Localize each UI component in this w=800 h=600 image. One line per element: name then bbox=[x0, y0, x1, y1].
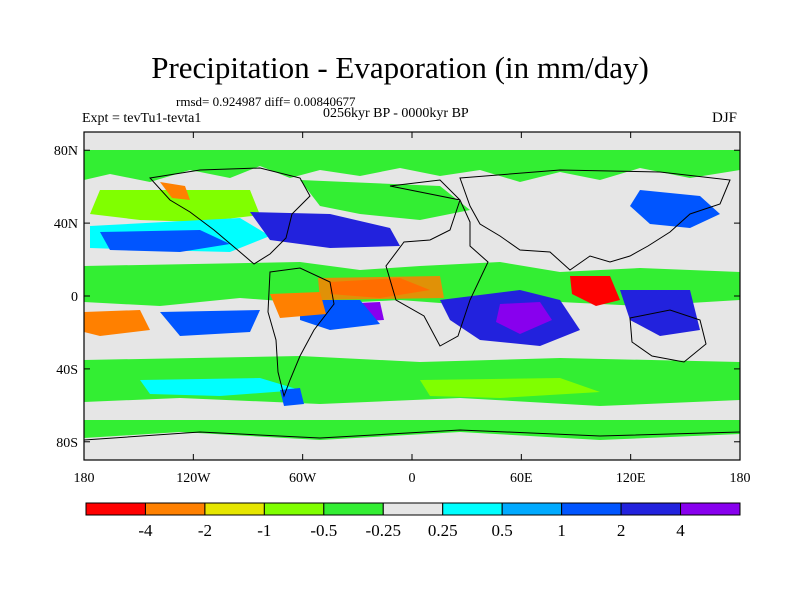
coast-north-america bbox=[149, 167, 311, 265]
lon-tick-label: 60E bbox=[510, 471, 533, 486]
colorbar-box bbox=[620, 502, 682, 516]
colorbar-box bbox=[204, 502, 265, 516]
coastlines bbox=[83, 167, 741, 441]
lat-tick-label: 80S bbox=[56, 436, 78, 451]
coast-asia bbox=[459, 169, 731, 271]
colorbar-box bbox=[561, 502, 622, 516]
coast-europe-africa bbox=[385, 179, 489, 347]
colorbar-box bbox=[501, 502, 563, 516]
field-maritime-blue bbox=[620, 290, 700, 336]
colorbar-label: -2 bbox=[198, 521, 212, 540]
colorbar-box bbox=[680, 502, 741, 516]
colorbar-label: 0.25 bbox=[428, 521, 458, 540]
field-alaska-orange bbox=[160, 182, 190, 200]
stats-label: rmsd= 0.924987 diff= 0.00840677 bbox=[176, 94, 356, 109]
period-label: 0256kyr BP - 0000kyr BP bbox=[323, 106, 469, 121]
map-field bbox=[84, 132, 740, 460]
colorbar-box bbox=[144, 502, 206, 516]
field-southern-cyan bbox=[140, 378, 300, 396]
coast-south-america bbox=[267, 267, 335, 398]
colorbar-box bbox=[85, 502, 146, 516]
lon-tick-label: 120E bbox=[616, 471, 646, 486]
colorbar-box bbox=[263, 502, 325, 516]
field-arctic-green bbox=[84, 150, 740, 182]
lat-tick-label: 0 bbox=[71, 290, 78, 305]
coast-australia bbox=[629, 309, 707, 363]
latitude-ticks: 80N 40N 0 40S 80S bbox=[54, 144, 740, 451]
colorbar-labels: -4 -2 -1 -0.5 -0.25 0.25 0.5 1 2 4 bbox=[138, 521, 685, 540]
colorbar-label: 2 bbox=[617, 521, 626, 540]
colorbar-label: 0.5 bbox=[492, 521, 513, 540]
field-southern-ocean-green bbox=[420, 378, 600, 398]
colorbar-box bbox=[382, 502, 444, 516]
field-atlantic-itcz-orange bbox=[318, 276, 444, 300]
field-indian-ocean-purple bbox=[496, 302, 552, 334]
colorbar-box bbox=[323, 502, 384, 516]
field-north-pacific-blue bbox=[100, 230, 230, 252]
plot-title: Precipitation - Evaporation (in mm/day) bbox=[151, 50, 649, 85]
lon-tick-label: 180 bbox=[74, 471, 95, 486]
colorbar-label: 4 bbox=[676, 521, 685, 540]
field-south-pacific-blue bbox=[160, 310, 260, 336]
field-drake-blue bbox=[280, 388, 304, 406]
lon-tick-label: 60W bbox=[289, 471, 317, 486]
colorbar-box bbox=[442, 502, 503, 516]
field-maritime-red bbox=[570, 276, 620, 306]
experiment-label: Expt = tevTu1-tevta1 bbox=[82, 111, 202, 126]
lon-tick-label: 120W bbox=[176, 471, 211, 486]
coast-antarctica bbox=[83, 429, 741, 441]
field-north-pacific-green bbox=[90, 190, 260, 222]
field-east-pacific-orange bbox=[270, 292, 326, 318]
colorbar-boxes bbox=[85, 502, 741, 516]
colorbar-label: -4 bbox=[138, 521, 153, 540]
field-north-atlantic-green bbox=[300, 180, 470, 220]
longitude-ticks: 180 120W 60W 0 60E 120E 180 bbox=[74, 132, 751, 486]
lat-tick-label: 40S bbox=[56, 363, 78, 378]
season-label: DJF bbox=[712, 110, 738, 126]
field-pacific-orange bbox=[84, 310, 150, 336]
field-nw-pacific-blue bbox=[630, 190, 720, 228]
field-north-atlantic-blue bbox=[250, 212, 400, 248]
lon-tick-label: 0 bbox=[409, 471, 416, 486]
lon-tick-label: 180 bbox=[730, 471, 751, 486]
lat-tick-label: 40N bbox=[54, 217, 78, 232]
colorbar-label: -1 bbox=[257, 521, 271, 540]
colorbar-label: 1 bbox=[557, 521, 566, 540]
colorbar-label: -0.5 bbox=[310, 521, 337, 540]
colorbar-label: -0.25 bbox=[366, 521, 401, 540]
lat-tick-label: 80N bbox=[54, 144, 78, 159]
